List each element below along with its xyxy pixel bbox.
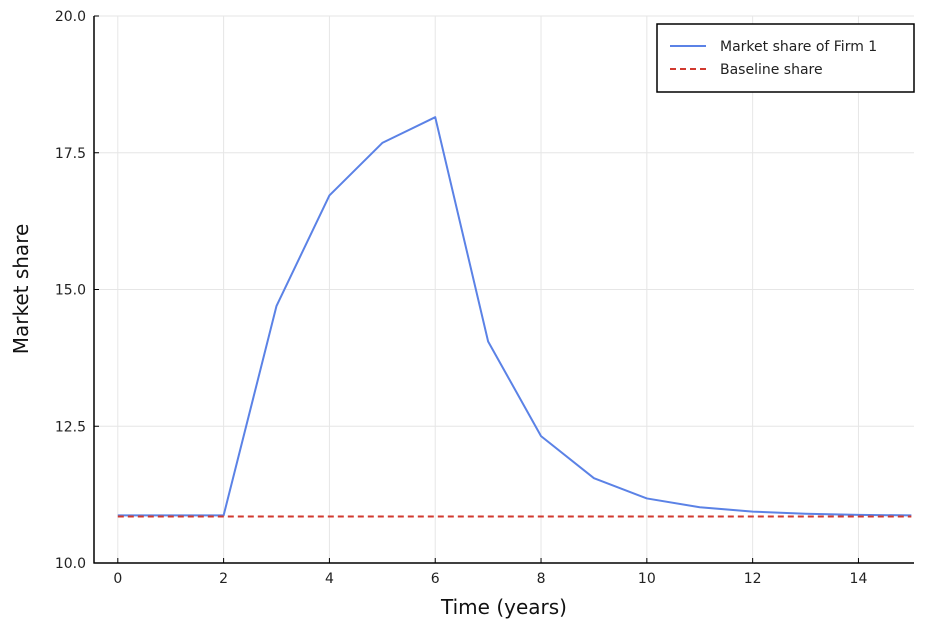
- y-tick-label-4: 20.0: [55, 9, 86, 25]
- tick-labels: 0 2 4 6 8 10 12 14 10.0 12.5 15.0 17.5 20.0: [55, 9, 868, 587]
- x-tick-label-4: 8: [537, 571, 546, 587]
- x-tick-label-3: 6: [431, 571, 440, 587]
- axes: [93, 15, 914, 564]
- x-tick-label-7: 14: [850, 571, 868, 587]
- x-tick-label-6: 12: [744, 571, 762, 587]
- x-tick-label-1: 2: [219, 571, 228, 587]
- series-line-market-share: [117, 116, 912, 517]
- y-tick-label-2: 15.0: [55, 283, 86, 299]
- x-tick-label-5: 10: [638, 571, 656, 587]
- legend-label-baseline: Baseline share: [720, 62, 823, 78]
- legend-box: [656, 23, 915, 93]
- series-lines: [117, 116, 912, 518]
- legend-label-market-share: Market share of Firm 1: [720, 39, 877, 55]
- y-tick-label-1: 12.5: [55, 419, 86, 435]
- y-tick-label-0: 10.0: [55, 556, 86, 572]
- y-axis-label: Market share: [9, 224, 33, 355]
- x-tick-label-0: 0: [113, 571, 122, 587]
- grid: [94, 15, 914, 564]
- y-tick-label-3: 17.5: [55, 146, 86, 162]
- x-tick-label-2: 4: [325, 571, 334, 587]
- x-axis-label: Time (years): [440, 595, 567, 619]
- legend: Market share of Firm 1 Baseline share: [656, 23, 915, 93]
